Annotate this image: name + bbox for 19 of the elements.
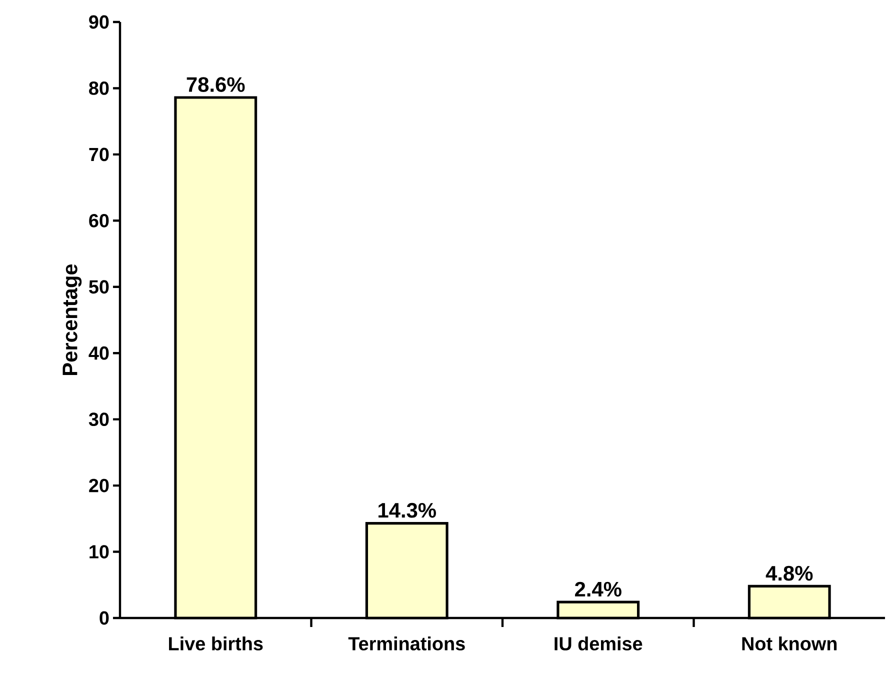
- x-tick-label: IU demise: [554, 636, 642, 650]
- x-tick-label: Terminations: [348, 636, 465, 650]
- y-tick-label: 30: [88, 412, 109, 426]
- y-axis-title: Percentage: [62, 264, 82, 375]
- y-tick-label: 60: [89, 214, 109, 228]
- y-tick-label: 90: [89, 15, 109, 29]
- y-tick-label: 10: [90, 545, 109, 558]
- data-label: 4.8%: [766, 566, 813, 581]
- y-tick-label: 80: [89, 82, 109, 95]
- data-label: 78.6%: [186, 77, 245, 92]
- y-tick-label: 0: [100, 611, 109, 625]
- y-tick-label: 40: [88, 346, 109, 360]
- x-tick-label: Live births: [169, 636, 263, 650]
- x-tick-label: Not known: [742, 636, 837, 650]
- data-label: 2.4%: [575, 582, 622, 597]
- y-tick-label: 50: [89, 280, 109, 294]
- y-tick-label: 70: [89, 148, 109, 162]
- data-label: 14.3%: [378, 502, 436, 518]
- y-tick-label: 20: [89, 478, 109, 492]
